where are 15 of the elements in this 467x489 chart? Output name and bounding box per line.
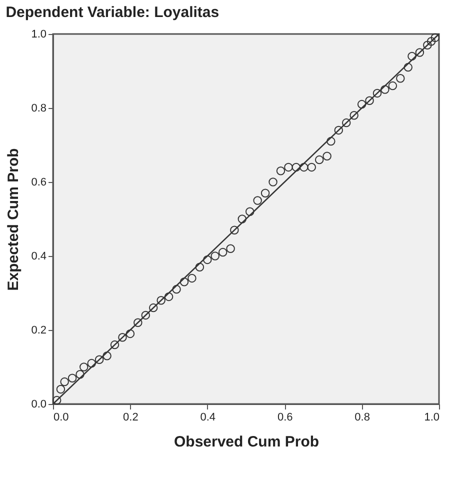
x-tick-label: 1.0 [424, 412, 440, 424]
x-tick-label: 0.2 [123, 412, 138, 424]
x-tick-label: 0.4 [200, 412, 216, 424]
x-tick-label: 0.6 [277, 412, 293, 424]
y-tick-label: 0.0 [31, 398, 46, 410]
chart-title: Dependent Variable: Loyalitas [6, 4, 220, 21]
y-tick-label: 0.8 [31, 102, 46, 114]
x-tick-label: 0.8 [354, 412, 370, 424]
y-tick-label: 0.4 [31, 250, 46, 262]
y-axis-title: Expected Cum Prob [5, 148, 22, 291]
x-tick-label: 0.0 [54, 412, 69, 424]
y-tick-label: 0.2 [31, 324, 46, 336]
y-tick-label: 1.0 [31, 28, 46, 40]
x-axis-title: Observed Cum Prob [174, 434, 320, 450]
y-tick-label: 0.6 [31, 176, 46, 188]
